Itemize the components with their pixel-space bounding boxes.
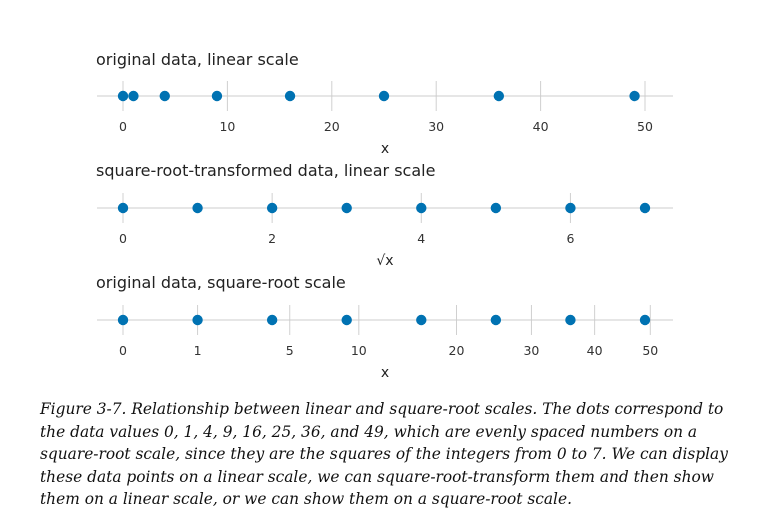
data-point: [493, 90, 505, 102]
panel-title: square-root-transformed data, linear sca…: [96, 161, 435, 180]
data-point: [416, 202, 427, 214]
panel-linear: original data, linear scale 0 10 20 30 40 50 …: [96, 50, 673, 157]
data-point: [192, 202, 203, 214]
tick-labels: 0 2 4 6: [119, 231, 574, 246]
tick-label: 10: [219, 119, 235, 134]
tick-label: 1: [194, 343, 202, 358]
panel-title: original data, linear scale: [96, 50, 299, 69]
panel-sqrt-scale: original data, square-root scale 0 1 5 10 20…: [96, 273, 673, 381]
data-point: [639, 202, 651, 214]
figure-caption: Figure 3-7. Relationship between linear …: [40, 398, 740, 511]
caption-label: Figure 3-7.: [40, 400, 127, 418]
figure-chart: original data, linear scale 0 10 20 30 40 50 …: [96, 50, 673, 381]
x-axis-label: x: [381, 365, 389, 381]
data-point: [128, 90, 139, 102]
panel-sqrt-transformed: square-root-transformed data, linear sca…: [96, 161, 673, 269]
data-point: [490, 202, 502, 214]
data-point: [490, 314, 502, 326]
data-point: [629, 90, 640, 102]
tick-label: 40: [587, 343, 603, 358]
tick-labels: 0 1 5 10 20 30 40 50: [119, 343, 658, 358]
data-point: [565, 314, 576, 326]
x-axis-label: x: [381, 141, 389, 157]
data-point: [211, 90, 223, 102]
data-point: [284, 90, 296, 102]
tick-labels: 0 10 20 30 40 50: [119, 119, 653, 134]
data-point: [117, 202, 129, 214]
data-point: [639, 314, 651, 326]
tick-label: 10: [351, 343, 367, 358]
panel-title: original data, square-root scale: [96, 273, 346, 292]
data-points: [117, 202, 651, 214]
tick-label: 30: [428, 119, 444, 134]
tick-label: 50: [637, 119, 653, 134]
data-point: [341, 314, 352, 326]
data-points: [117, 314, 651, 326]
tick-label: 40: [533, 119, 549, 134]
tick-label: 6: [566, 231, 574, 246]
data-point: [378, 90, 390, 102]
data-point: [266, 202, 278, 214]
tick-label: 2: [268, 231, 276, 246]
data-point: [416, 314, 427, 326]
data-point: [192, 314, 203, 326]
data-points: [117, 90, 640, 102]
data-point: [565, 202, 576, 214]
data-point: [117, 90, 129, 102]
data-point: [341, 202, 352, 214]
tick-label: 0: [119, 343, 127, 358]
data-point: [159, 90, 170, 102]
tick-label: 4: [417, 231, 425, 246]
tick-label: 20: [449, 343, 465, 358]
tick-label: 50: [642, 343, 658, 358]
tick-label: 30: [523, 343, 539, 358]
caption-text: Relationship between linear and square-r…: [40, 400, 728, 509]
tick-label: 20: [324, 119, 340, 134]
data-point: [266, 314, 278, 326]
data-point: [117, 314, 129, 326]
x-axis-label: √x: [376, 253, 393, 269]
tick-label: 0: [119, 119, 127, 134]
tick-label: 0: [119, 231, 127, 246]
tick-label: 5: [286, 343, 294, 358]
